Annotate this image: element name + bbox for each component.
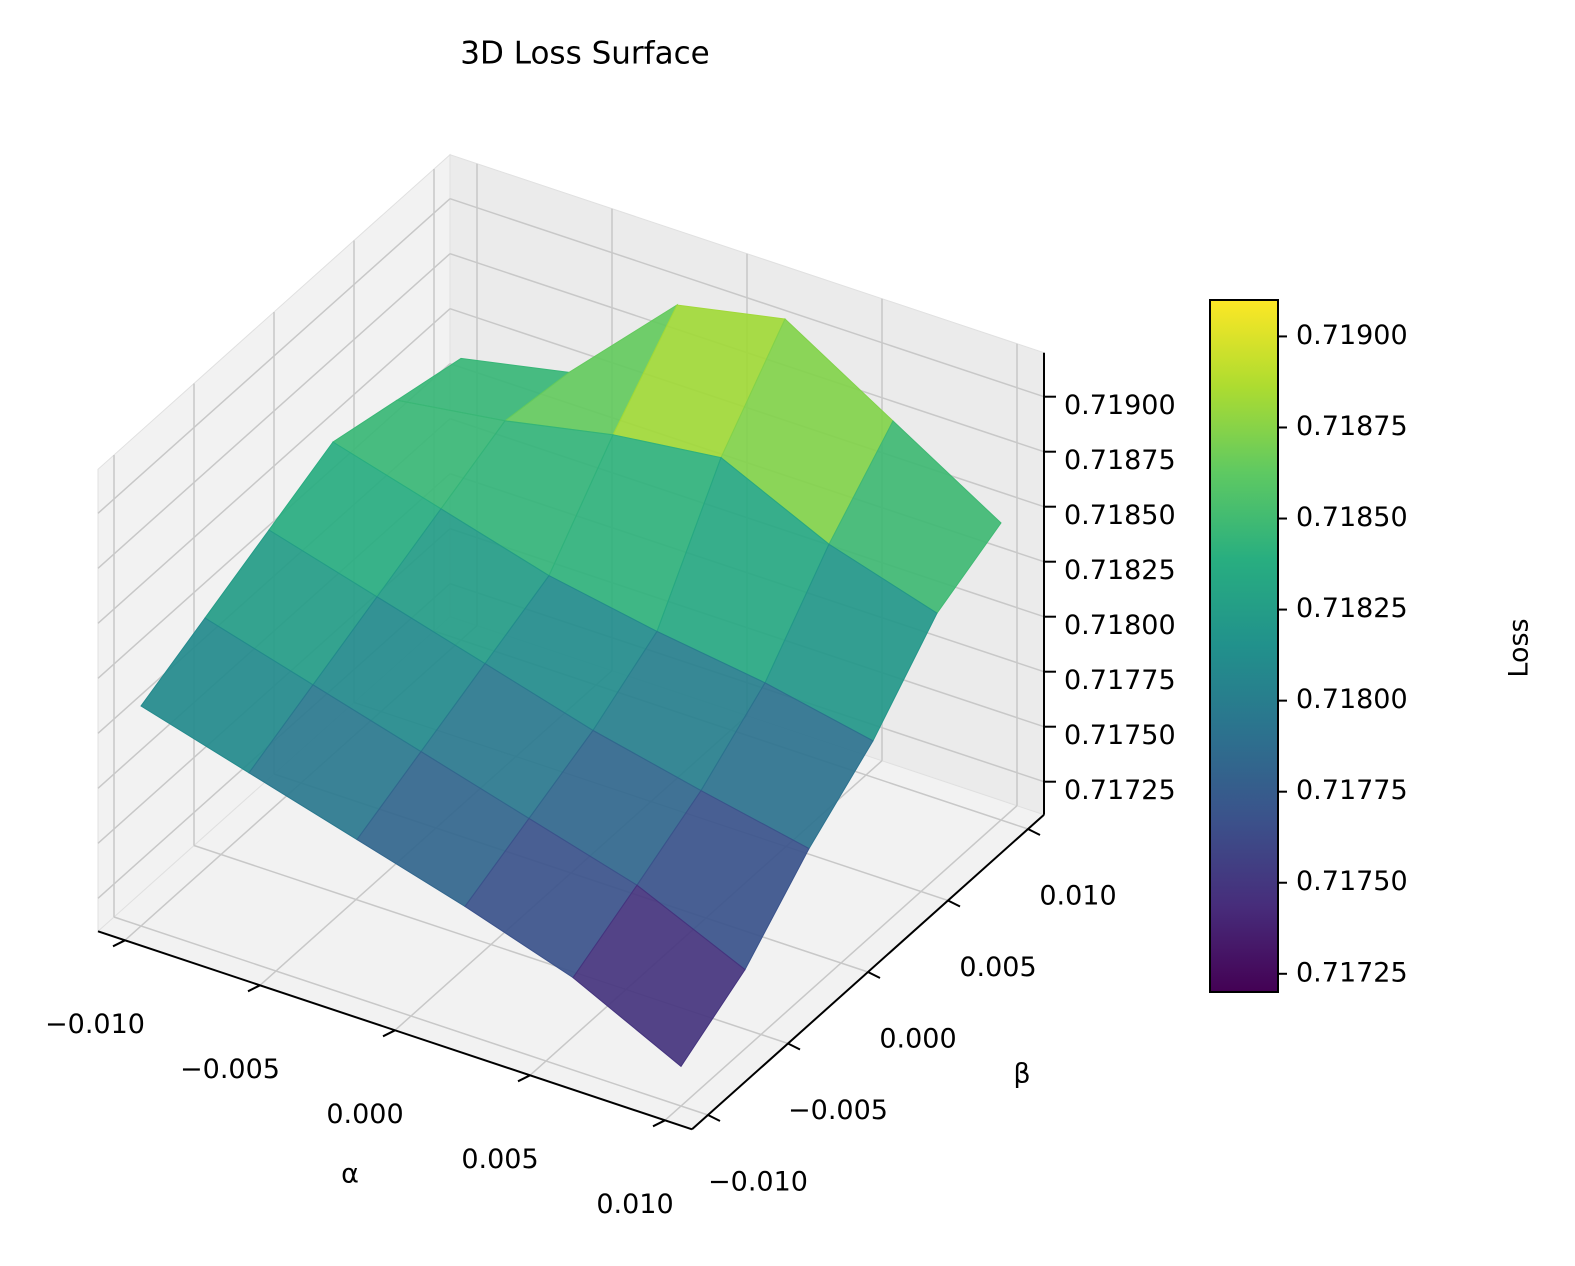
- y-tick-label: 0.000: [879, 1024, 956, 1055]
- colorbar-label: Loss: [1504, 618, 1535, 677]
- colorbar: [1209, 299, 1279, 993]
- colorbar-tick-label: 0.71875: [1296, 411, 1408, 442]
- chart-title: 3D Loss Surface: [460, 36, 709, 72]
- x-tick: [652, 1119, 666, 1128]
- z-tick-label: 0.71725: [1064, 775, 1176, 806]
- x-tick-label: −0.005: [180, 1054, 280, 1085]
- colorbar-tick-label: 0.71725: [1296, 957, 1408, 988]
- x-tick: [382, 1029, 396, 1038]
- surface-patch: [572, 884, 746, 1068]
- colorbar-tick-label: 0.71750: [1296, 866, 1408, 897]
- x-axis-label: α: [341, 1159, 359, 1190]
- x-tick-label: 0.005: [461, 1144, 538, 1175]
- y-tick: [707, 1114, 721, 1122]
- colorbar-tick-label: 0.71825: [1296, 593, 1408, 624]
- y-tick-label: 0.010: [1039, 881, 1116, 912]
- x-tick: [247, 984, 261, 993]
- grid-line: [97, 198, 451, 514]
- x-tick-label: 0.000: [326, 1099, 403, 1130]
- z-tick-label: 0.71825: [1064, 555, 1176, 586]
- z-tick-label: 0.71875: [1064, 445, 1176, 476]
- z-tick-label: 0.71850: [1064, 500, 1176, 531]
- grid-line: [97, 253, 451, 569]
- y-tick-label: 0.005: [959, 952, 1036, 983]
- y-tick: [787, 1042, 801, 1051]
- y-tick: [1027, 828, 1041, 836]
- z-tick-label: 0.71750: [1064, 720, 1176, 751]
- z-tick-label: 0.71800: [1064, 610, 1176, 641]
- colorbar-tick-label: 0.71800: [1296, 684, 1408, 715]
- z-tick-label: 0.71775: [1064, 665, 1176, 696]
- x-tick: [112, 939, 126, 948]
- y-axis-label: β: [1013, 1059, 1030, 1090]
- y-tick: [867, 971, 881, 979]
- y-tick-label: −0.005: [788, 1095, 888, 1126]
- colorbar-tick-label: 0.71775: [1296, 775, 1408, 806]
- colorbar-tick-label: 0.71900: [1296, 320, 1408, 351]
- x-tick: [517, 1074, 531, 1083]
- x-tick-label: −0.010: [45, 1009, 145, 1040]
- z-tick-label: 0.71900: [1064, 390, 1176, 421]
- grid-line: [449, 197, 1045, 398]
- grid-line: [97, 308, 451, 624]
- grid-line: [113, 916, 709, 1116]
- colorbar-tick-label: 0.71850: [1296, 502, 1408, 533]
- y-tick: [947, 899, 961, 908]
- x-tick-label: 0.010: [596, 1189, 673, 1220]
- y-tick-label: −0.010: [708, 1167, 808, 1198]
